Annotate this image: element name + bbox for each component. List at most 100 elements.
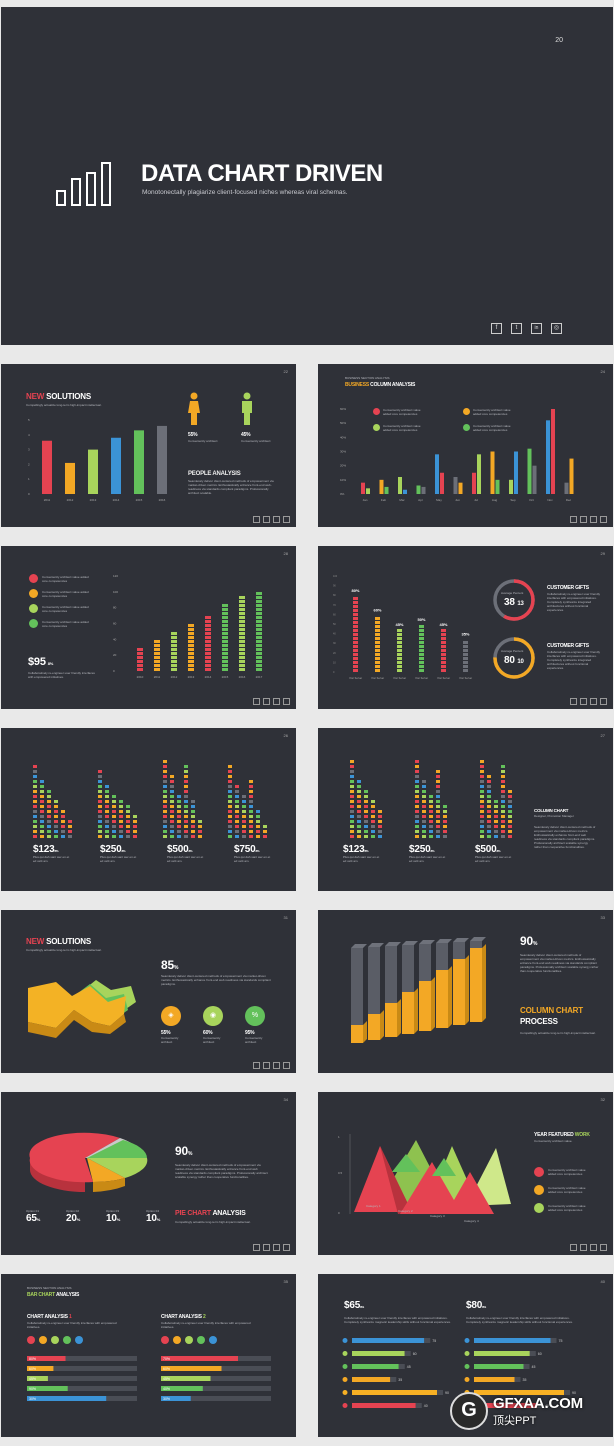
- bar-segment: [494, 810, 498, 813]
- instagram-icon[interactable]: [283, 1244, 290, 1251]
- bar-top: [453, 938, 469, 942]
- instagram-icon[interactable]: [600, 698, 607, 705]
- price: $95: [28, 656, 46, 668]
- bar-segment: [249, 820, 253, 823]
- bar: [435, 454, 439, 494]
- twitter-icon[interactable]: [263, 516, 270, 523]
- bar-segment: [205, 664, 211, 667]
- bar-cap: [424, 1338, 431, 1343]
- bar: [477, 454, 481, 494]
- bar-segment: [98, 810, 102, 813]
- bar-segment: [375, 649, 380, 652]
- bar-segment: [353, 641, 358, 644]
- bar-segment: [350, 765, 354, 768]
- bar-segment: [357, 820, 361, 823]
- bar-segment: [170, 775, 174, 778]
- bar-cap: [514, 1377, 521, 1382]
- bar-segment: [480, 780, 484, 783]
- bar-segment: [222, 612, 228, 615]
- facebook-icon[interactable]: [570, 516, 577, 523]
- bar-segment: [371, 815, 375, 818]
- social-links: [570, 1244, 607, 1251]
- data-label: 60%: [29, 1367, 36, 1371]
- linkedin-icon[interactable]: [590, 1244, 597, 1251]
- bar-segment: [239, 668, 245, 671]
- bar-segment: [47, 815, 51, 818]
- data-label: 30%: [163, 1397, 170, 1401]
- bar-segment: [508, 810, 512, 813]
- facebook-icon[interactable]: [253, 516, 260, 523]
- bar: [27, 1386, 68, 1391]
- bar-segment: [188, 660, 194, 663]
- stat-row: ◈ 55% Conveniently architect ◉ 60% Convenien…: [161, 1006, 267, 1044]
- instagram-icon[interactable]: [283, 698, 290, 705]
- title-line2: PROCESS: [520, 1017, 558, 1026]
- facebook-icon[interactable]: [570, 698, 577, 705]
- data-label: 35: [398, 1378, 402, 1382]
- linkedin-icon[interactable]: [590, 698, 597, 705]
- instagram-icon[interactable]: [283, 516, 290, 523]
- circle-icon: [51, 1336, 59, 1344]
- column-chart-24: 0% 10% 20% 30% 40% 50% 60% Jan Feb Mar Apr May Jun Ju…: [340, 407, 574, 502]
- instagram-icon[interactable]: [600, 1244, 607, 1251]
- bar: [440, 472, 444, 494]
- bar-segment: [487, 835, 491, 838]
- twitter-icon[interactable]: [263, 1062, 270, 1069]
- bar-segment: [184, 810, 188, 813]
- linkedin-icon[interactable]: [273, 1062, 280, 1069]
- bar-segment: [188, 628, 194, 631]
- bar-segment: [47, 795, 51, 798]
- bar-segment: [419, 665, 424, 668]
- linkedin-icon[interactable]: [273, 698, 280, 705]
- bar-segment: [487, 795, 491, 798]
- instagram-icon[interactable]: [283, 1062, 290, 1069]
- percent-icon: %: [245, 1006, 265, 1026]
- facebook-icon[interactable]: [570, 1244, 577, 1251]
- bar-segment: [375, 633, 380, 636]
- bar-segment: [163, 770, 167, 773]
- bar-segment: [256, 648, 262, 651]
- instagram-icon[interactable]: ◎: [551, 323, 562, 334]
- bar-segment: [133, 820, 137, 823]
- twitter-icon[interactable]: [580, 1244, 587, 1251]
- option: Option 02 20%: [66, 1209, 81, 1224]
- twitter-icon[interactable]: [263, 1244, 270, 1251]
- data-label: 60: [413, 1352, 417, 1356]
- data-label: 80%: [351, 588, 359, 593]
- cover-title: DATA CHART DRIVEN: [141, 160, 383, 187]
- bar-segment: [353, 637, 358, 640]
- chart1-text: Collaboratively re-engineer user friendl…: [27, 1321, 117, 1329]
- facebook-icon[interactable]: [253, 1244, 260, 1251]
- facebook-icon[interactable]: [253, 1062, 260, 1069]
- linkedin-icon[interactable]: in: [531, 323, 542, 334]
- linkedin-icon[interactable]: [273, 1244, 280, 1251]
- price-2-unit: 8%: [482, 1305, 487, 1309]
- bar-segment: [40, 780, 44, 783]
- linkedin-icon[interactable]: [273, 516, 280, 523]
- twitter-icon[interactable]: t: [511, 323, 522, 334]
- row-icon: [342, 1338, 348, 1343]
- bar-segment: [249, 810, 253, 813]
- linkedin-icon[interactable]: [590, 516, 597, 523]
- x-tick-label: Apr: [418, 498, 423, 502]
- twitter-icon[interactable]: [263, 698, 270, 705]
- bar-segment: [198, 830, 202, 833]
- bar: [366, 488, 370, 494]
- instagram-icon[interactable]: [600, 516, 607, 523]
- facebook-icon[interactable]: f: [491, 323, 502, 334]
- svg-text:1: 1: [338, 1135, 340, 1139]
- bar-segment: [98, 835, 102, 838]
- bar: [352, 1338, 425, 1343]
- twitter-icon[interactable]: [580, 516, 587, 523]
- bar-segment: [397, 629, 402, 632]
- twitter-icon[interactable]: [580, 698, 587, 705]
- circle-icon: [161, 1336, 169, 1344]
- facebook-icon[interactable]: [253, 698, 260, 705]
- bar-segment: [171, 632, 177, 635]
- bar-segment: [119, 800, 123, 803]
- people-title: PEOPLE ANALYSIS: [188, 471, 241, 477]
- bar-segment: [415, 760, 419, 763]
- cover-subtitle: Monotonectally plagiarize client-focused…: [142, 189, 348, 196]
- bar-segment: [436, 835, 440, 838]
- bar-segment: [429, 805, 433, 808]
